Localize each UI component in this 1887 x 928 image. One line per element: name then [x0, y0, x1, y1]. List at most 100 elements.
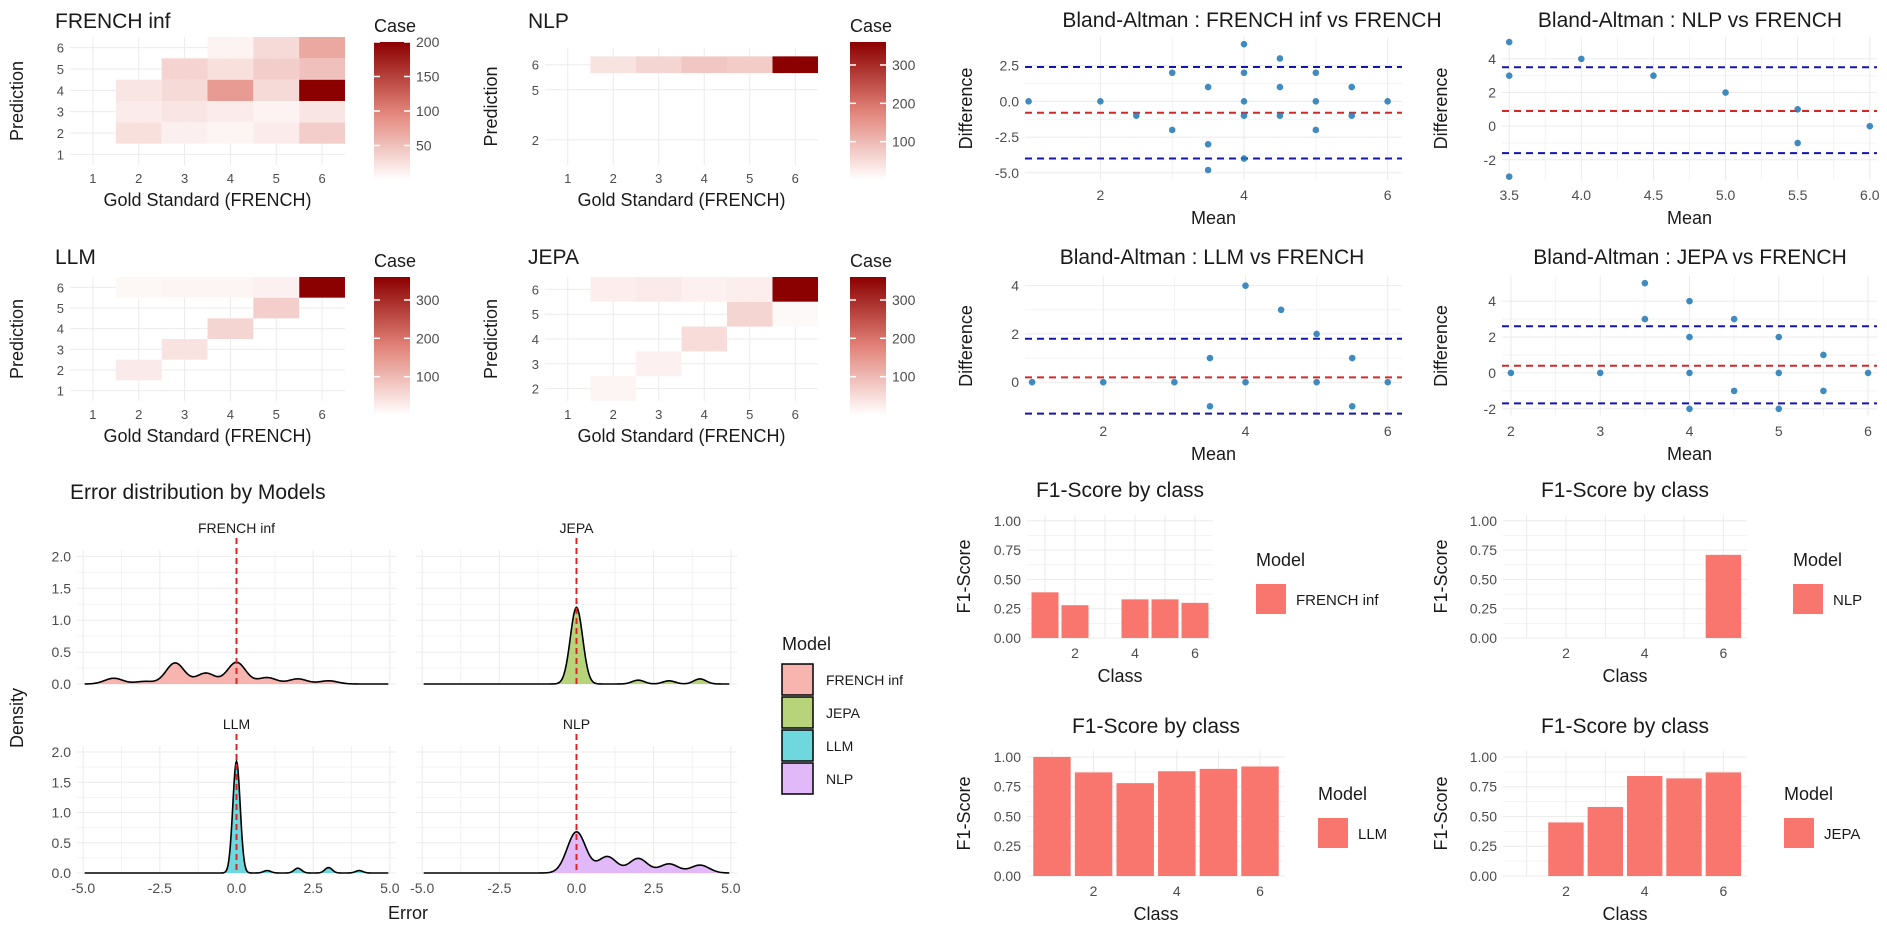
- data-point: [1866, 122, 1874, 130]
- heatmap-cell: [772, 301, 818, 327]
- data-point: [1276, 55, 1284, 62]
- heatmap-cell: [115, 277, 162, 298]
- y-tick-label: 0.75: [1470, 779, 1497, 795]
- data-point: [1505, 38, 1513, 46]
- ba-french-inf-group: 2 4 6 -5.0 -2.5 0.0 2.5 Bland-Altman : FRENCH i…: [956, 9, 1442, 228]
- x-tick-label: 4.5: [1644, 187, 1664, 203]
- x-tick-label: 2: [1071, 645, 1079, 661]
- data-point: [1820, 387, 1827, 395]
- x-tick-label: 5.0: [721, 880, 741, 896]
- data-point: [1240, 98, 1248, 105]
- heatmap-cell: [299, 122, 345, 144]
- data-point: [1242, 378, 1249, 386]
- x-axis-label: Mean: [1667, 444, 1712, 464]
- density-panel: NLP -5.0 -2.5 0.0 2.5 5.0: [410, 716, 741, 896]
- chart-title: LLM: [55, 246, 96, 269]
- x-tick-label: 6: [1256, 883, 1264, 899]
- y-tick-label: 0.00: [1470, 868, 1497, 884]
- y-tick-label: 2: [1488, 85, 1496, 101]
- y-axis-label: Difference: [1431, 305, 1451, 387]
- x-tick-label: 6: [1384, 423, 1392, 439]
- data-point: [1641, 315, 1649, 323]
- ba-jepa-group: 2 3 4 5 6 -2 0 2 4 Bland-Altman : JEPA vs FRENCH M…: [1431, 246, 1877, 464]
- f1-llm-group: 2 4 6 0.00 0.25 0.50 0.75 1.00 F1-Score by class…: [954, 715, 1387, 924]
- heatmap-cell: [253, 101, 300, 123]
- y-tick-label: 2: [532, 133, 539, 148]
- x-tick-label: 3.5: [1499, 187, 1519, 203]
- density-panel: LLM 0.0 0.5 1.0 1.5 2.0 -5.0 -2.5 0.0 2.5 5.0: [52, 716, 400, 896]
- y-tick-label: 1: [57, 384, 64, 399]
- heatmap-cell: [299, 37, 345, 59]
- data-point: [1686, 405, 1693, 413]
- x-tick-label: 0.0: [227, 880, 247, 896]
- heatmap-cell: [681, 277, 727, 302]
- data-point: [1864, 369, 1872, 377]
- x-tick-label: -2.5: [487, 880, 511, 896]
- data-point: [1650, 72, 1657, 79]
- y-tick-label: 0.00: [994, 630, 1021, 646]
- x-tick-label: 3: [655, 407, 662, 422]
- heatmap-cell: [253, 297, 300, 319]
- data-point: [1505, 173, 1513, 180]
- y-tick-label: 1.5: [52, 580, 72, 596]
- x-tick-label: 5: [746, 171, 753, 186]
- colorbar-tick-label: 200: [892, 95, 916, 111]
- heatmap-cell: [253, 37, 300, 59]
- data-point: [1730, 387, 1738, 395]
- density-panel: FRENCH inf 0.0 0.5 1.0 1.5 2.0: [52, 520, 396, 692]
- x-axis-label: Mean: [1191, 208, 1236, 228]
- heatmap-cell: [253, 277, 300, 298]
- legend-title: Case: [374, 251, 416, 271]
- y-tick-label: 5: [532, 307, 539, 322]
- heatmap-cell: [253, 58, 300, 80]
- bar: [1705, 554, 1742, 638]
- x-axis-label: Class: [1097, 666, 1142, 686]
- x-tick-label: 5: [1775, 423, 1783, 439]
- heatmap-cell: [161, 277, 208, 298]
- heatmap-cell: [681, 56, 727, 74]
- colorbar: [850, 277, 886, 415]
- y-tick-label: 3: [57, 342, 64, 357]
- data-point: [1820, 351, 1827, 359]
- y-tick-label: 0.50: [1470, 571, 1497, 587]
- y-tick-label: 0.25: [1470, 838, 1497, 854]
- y-tick-label: -2: [1484, 401, 1497, 417]
- legend-title: Model: [782, 634, 831, 654]
- x-tick-label: 4: [1641, 645, 1649, 661]
- data-point: [1641, 279, 1649, 287]
- x-tick-label: 6: [1719, 883, 1727, 899]
- density-area: [423, 607, 730, 684]
- legend-label: LLM: [1358, 826, 1387, 843]
- colorbar-tick-label: 300: [892, 292, 916, 308]
- y-tick-label: 1: [57, 147, 64, 162]
- x-tick-label: 3: [181, 407, 188, 422]
- y-tick-label: 5: [57, 301, 64, 316]
- x-tick-label: 4: [227, 171, 234, 186]
- ba-nlp-group: 3.5 4.0 4.5 5.0 5.5 6.0 -2 0 2 4 Bland-Altman : NL…: [1431, 9, 1880, 228]
- heatmap-cell: [161, 122, 208, 144]
- y-tick-label: -2.5: [995, 129, 1019, 145]
- legend-key: [1784, 818, 1814, 848]
- data-point: [1686, 333, 1693, 341]
- legend-key: [781, 762, 814, 795]
- facet-strip-label: LLM: [223, 716, 250, 732]
- heatmap-cell: [299, 58, 345, 80]
- legend-label: JEPA: [1824, 826, 1860, 843]
- x-tick-label: 1: [89, 407, 96, 422]
- y-tick-label: 6: [57, 41, 64, 56]
- x-axis-label: Error: [388, 903, 428, 923]
- x-tick-label: 0.0: [567, 880, 587, 896]
- data-point: [1348, 403, 1356, 410]
- data-point: [1099, 378, 1107, 386]
- y-axis-label: F1-Score: [1431, 539, 1451, 613]
- data-point: [1240, 112, 1248, 119]
- data-point: [1313, 378, 1320, 386]
- colorbar: [850, 42, 886, 180]
- y-tick-label: 1.00: [1470, 513, 1497, 529]
- heatmap-cell: [299, 79, 345, 101]
- legend-label: FRENCH inf: [1296, 592, 1379, 609]
- heatmap-cell: [590, 376, 636, 401]
- heatmap-cell: [161, 101, 208, 123]
- y-axis-label: Prediction: [7, 299, 27, 379]
- colorbar-tick-label: 300: [416, 292, 440, 308]
